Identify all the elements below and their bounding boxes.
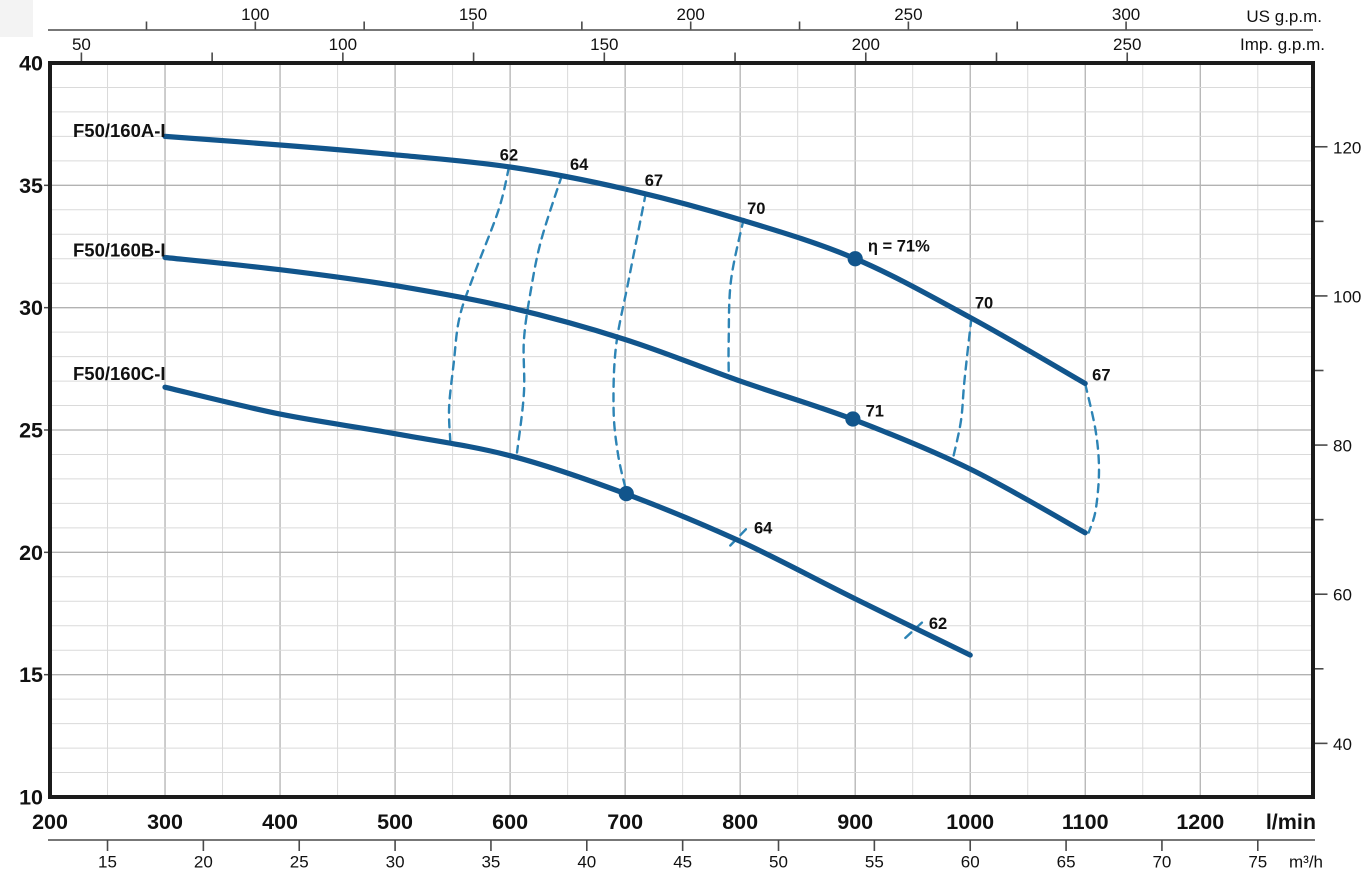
flow-lmin-tick-label: 1200 — [1176, 810, 1224, 834]
plot-border — [48, 61, 1315, 799]
us-gpm-tick-label: 150 — [459, 5, 487, 24]
flow-lmin-tick-label: 200 — [32, 810, 68, 834]
flow-lmin-tick-label: 600 — [492, 810, 528, 834]
flow-lmin-tick-label: 1100 — [1062, 810, 1109, 834]
efficiency-curve-eta-64-left — [515, 174, 564, 454]
head-m-tick-label: 30 — [19, 296, 43, 320]
curve-F50/160C-I — [162, 384, 973, 658]
curve-label-F50/160C-I: F50/160C-I — [73, 363, 166, 384]
flow-m3h-axis-title: m³/h — [1289, 853, 1323, 872]
efficiency-curve-eta-70-right — [951, 317, 973, 460]
efficiency-label: 64 — [754, 519, 773, 537]
efficiency-label: 64 — [570, 156, 589, 174]
flow-lmin-tick-label: 500 — [377, 810, 413, 834]
imp-gpm-tick-label: 50 — [72, 35, 91, 54]
curve-F50/160B-I — [162, 254, 1088, 536]
imp-gpm-tick-label: 150 — [590, 35, 618, 54]
curve-label-F50/160B-I: F50/160B-I — [73, 240, 166, 261]
efficiency-curve-eta-62-left — [447, 166, 511, 443]
efficiency-label: 67 — [645, 172, 663, 190]
flow-lmin-tick-label: 800 — [722, 810, 758, 834]
flow-lmin-tick-label: 300 — [147, 810, 183, 834]
flow-lmin-tick-label: 1000 — [946, 810, 994, 834]
head-m-tick-label: 40 — [19, 52, 43, 76]
head-ft-tick-label: 80 — [1333, 437, 1352, 456]
efficiency-label: η = 71% — [868, 238, 930, 256]
us-gpm-tick-label: 300 — [1112, 5, 1140, 24]
flow-m3h-axis: 15 20 25 30 35 40 45 50 55 60 65 70 75 m³/h — [48, 839, 1323, 872]
efficiency-curve-eta-67-left — [612, 192, 647, 493]
flow-m3h-tick-label: 45 — [673, 853, 692, 872]
flow-m3h-tick-label: 55 — [865, 853, 884, 872]
flow-lmin-tick-label: 700 — [607, 810, 643, 834]
bep-marker-F50/160C-I — [618, 486, 634, 502]
head-ft-tick-label: 120 — [1333, 138, 1361, 157]
us-gpm-axis: 100 150 200 250 300 US g.p.m. — [48, 5, 1322, 31]
imp-gpm-axis-title: Imp. g.p.m. — [1240, 35, 1325, 54]
efficiency-curve-eta-70-left — [727, 217, 745, 373]
us-gpm-tick-label: 250 — [894, 5, 922, 24]
flow-m3h-tick-label: 50 — [769, 853, 788, 872]
flow-m3h-tick-label: 25 — [290, 853, 309, 872]
flow-m3h-tick-label: 60 — [961, 853, 980, 872]
us-gpm-tick-label: 200 — [677, 5, 705, 24]
efficiency-label: 70 — [975, 294, 993, 312]
efficiency-label: 62 — [929, 615, 947, 633]
head-m-tick-label: 25 — [19, 419, 43, 443]
head-ft-tick-label: 100 — [1333, 287, 1361, 306]
flow-m3h-tick-label: 65 — [1057, 853, 1076, 872]
flow-lmin-axis-title: l/min — [1266, 810, 1316, 834]
curve-F50/160A-I — [162, 133, 1088, 387]
flow-m3h-tick-label: 20 — [194, 853, 213, 872]
flow-m3h-tick-label: 75 — [1248, 853, 1267, 872]
head-m-axis: 40 35 30 25 20 15 10 — [19, 52, 50, 810]
us-gpm-axis-title: US g.p.m. — [1246, 7, 1322, 26]
bep-marker-F50/160B-I — [845, 411, 861, 427]
us-gpm-tick-label: 100 — [241, 5, 269, 24]
head-m-tick-label: 15 — [19, 663, 43, 687]
flow-lmin-axis: 200 300 400 500 600 700 800 900 1000 1100 1200 l/mi… — [32, 810, 1316, 834]
flow-m3h-tick-label: 70 — [1152, 853, 1171, 872]
flow-m3h-tick-label: 15 — [98, 853, 117, 872]
head-m-tick-label: 10 — [19, 786, 43, 810]
pump-curves — [162, 133, 1088, 658]
imp-gpm-tick-label: 100 — [329, 35, 357, 54]
head-ft-tick-label: 40 — [1333, 735, 1352, 754]
flow-m3h-tick-label: 35 — [481, 853, 500, 872]
head-m-tick-label: 35 — [19, 174, 43, 198]
efficiency-curve-eta-62-right — [903, 621, 924, 640]
corner-artifact — [0, 0, 33, 37]
bep-marker-F50/160A-I — [847, 251, 863, 267]
flow-lmin-tick-label: 400 — [262, 810, 298, 834]
efficiency-curves — [447, 166, 1101, 640]
imp-gpm-tick-label: 200 — [852, 35, 880, 54]
head-m-tick-label: 20 — [19, 541, 43, 565]
flow-m3h-tick-label: 30 — [386, 853, 405, 872]
efficiency-label: 67 — [1092, 366, 1110, 384]
grid — [52, 65, 1311, 795]
efficiency-curve-eta-64-right — [726, 528, 748, 550]
efficiency-curve-eta-67-right — [1084, 382, 1101, 534]
imp-gpm-tick-label: 250 — [1113, 35, 1141, 54]
flow-lmin-tick-label: 900 — [837, 810, 873, 834]
flow-m3h-tick-label: 40 — [577, 853, 596, 872]
imp-gpm-axis: 50 100 150 200 250 Imp. g.p.m. — [72, 35, 1325, 62]
efficiency-label: 70 — [747, 200, 765, 218]
efficiency-labels: 62 64 67 70 η = 71% 70 67 71 64 62 — [500, 146, 1111, 633]
efficiency-label: 62 — [500, 146, 518, 164]
curve-label-F50/160A-I: F50/160A-I — [73, 120, 166, 141]
efficiency-label: 71 — [866, 402, 884, 420]
head-ft-axis: 120 100 80 60 40 — [1314, 138, 1361, 754]
head-ft-tick-label: 60 — [1333, 586, 1352, 605]
curve-labels: F50/160A-I F50/160B-I F50/160C-I — [73, 120, 166, 384]
